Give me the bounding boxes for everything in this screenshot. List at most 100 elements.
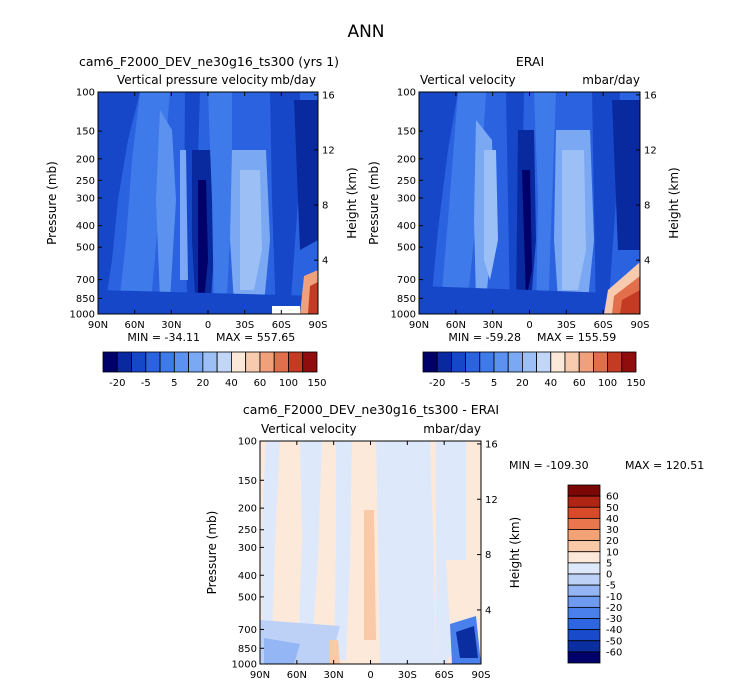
- colorbar-swatch: [567, 573, 601, 586]
- colorbar-swatch: [567, 640, 601, 653]
- colorbar-label: -20: [109, 378, 125, 389]
- height-tick-label: 12: [644, 145, 657, 156]
- x-tick-label: 30N: [324, 670, 344, 681]
- colorbar-label: 150: [626, 378, 645, 389]
- y-tick-label: 850: [397, 294, 416, 305]
- colorbar-swatch: [493, 351, 509, 373]
- colorbar-label: 30: [606, 525, 619, 536]
- colorbar-label: 20: [606, 536, 619, 547]
- y-tick-label: 250: [238, 525, 257, 536]
- y-tick-label: 500: [238, 592, 257, 603]
- panel-diff: cam6_F2000_DEV_ne30g16_ts300 - ERAI Vert…: [243, 402, 704, 665]
- height-tick-label: 8: [322, 201, 328, 212]
- panel-model-title: cam6_F2000_DEV_ne30g16_ts300 (yrs 1): [79, 54, 339, 69]
- colorbar-swatch: [273, 351, 289, 373]
- colorbar-label: 60: [254, 378, 267, 389]
- x-tick-label: 90S: [630, 320, 649, 331]
- colorbar-1: -20 -5 5 20 40 60 100 150: [422, 351, 646, 389]
- y-tick-label: 200: [238, 504, 257, 515]
- panel-diff-left-label: Vertical velocity: [261, 422, 357, 436]
- colorbar-swatch: [607, 351, 623, 373]
- max-label: MAX = 155.59: [537, 331, 616, 344]
- colorbar-label: 5: [491, 378, 497, 389]
- colorbar-swatch: [567, 551, 601, 564]
- colorbar-label: -30: [606, 614, 622, 625]
- colorbar-swatch: [288, 351, 304, 373]
- colorbar-label: 0: [606, 570, 612, 581]
- colorbar-swatch: [567, 629, 601, 642]
- height-tick-label: 16: [485, 439, 498, 450]
- y-tick-label: 700: [397, 275, 416, 286]
- x-tick-label: 30S: [398, 670, 417, 681]
- height-tick-label: 16: [644, 90, 657, 101]
- colorbar-label: 40: [225, 378, 238, 389]
- colorbar-layer: -20 -5 5 20 40 60 100 150 -20 -5 5 20 40 60 100 1506050…: [102, 351, 646, 664]
- colorbar-label: -5: [461, 378, 471, 389]
- colorbar-label: -5: [606, 581, 616, 592]
- panel-2-axes: 90N 60N 30N 0 30S 60S 90S 100 150 200 250 300 400 500…: [205, 437, 522, 682]
- panel-obs: ERAI Vertical velocity mbar/day: [418, 54, 641, 315]
- colorbar-label: 40: [544, 378, 557, 389]
- panel-diff-min: MIN = -109.30: [509, 459, 589, 472]
- colorbar-swatch: [436, 351, 452, 373]
- colorbar-swatch: [567, 484, 601, 497]
- panel-1-axes: 90N 60N 30N 0 30S 60S 90S 100 150 200 250 300 400 500…: [367, 88, 681, 345]
- colorbar-label: 100: [279, 378, 298, 389]
- y-axis-label: Pressure (mb): [205, 511, 219, 595]
- x-tick-label: 90N: [88, 320, 108, 331]
- colorbar-label: -20: [606, 603, 622, 614]
- y-tick-label: 200: [397, 154, 416, 165]
- height-axis-label: Height (km): [345, 167, 359, 238]
- min-label: MIN = -59.28: [448, 331, 521, 344]
- y-tick-label: 850: [76, 294, 95, 305]
- colorbar-swatch: [173, 351, 189, 373]
- y-tick-label: 1000: [70, 310, 95, 321]
- x-tick-label: 30S: [557, 320, 576, 331]
- colorbar-swatch: [567, 540, 601, 553]
- colorbar-label: 100: [598, 378, 617, 389]
- colorbar-0: -20 -5 5 20 40 60 100 150: [102, 351, 327, 389]
- colorbar-swatch: [102, 351, 118, 373]
- colorbar-swatch: [578, 351, 594, 373]
- x-tick-label: 60S: [435, 670, 454, 681]
- colorbar-swatch: [216, 351, 232, 373]
- colorbar-swatch: [567, 529, 601, 542]
- colorbar-swatch: [479, 351, 495, 373]
- panel-obs-field: [419, 92, 640, 314]
- panel-model: cam6_F2000_DEV_ne30g16_ts300 (yrs 1) Ver…: [79, 54, 339, 315]
- x-tick-label: 60S: [594, 320, 613, 331]
- colorbar-swatch: [302, 351, 318, 373]
- height-tick-label: 12: [322, 145, 335, 156]
- y-tick-label: 100: [76, 88, 95, 99]
- y-tick-label: 100: [238, 437, 257, 448]
- x-tick-label: 60S: [272, 320, 291, 331]
- y-tick-label: 700: [238, 625, 257, 636]
- axes-layer: 90N 60N 30N 0 30S 60S 90S100150200250300400500…: [45, 88, 681, 682]
- colorbar-swatch: [536, 351, 552, 373]
- colorbar-label: -10: [606, 592, 622, 603]
- colorbar-label: 5: [606, 558, 612, 569]
- y-axis-label: Pressure (mb): [367, 161, 381, 245]
- y-tick-label: 1000: [232, 660, 257, 671]
- y-tick-label: 700: [76, 275, 95, 286]
- x-tick-label: 30N: [161, 320, 181, 331]
- colorbar-label: -40: [606, 625, 622, 636]
- colorbar-swatch: [567, 618, 601, 631]
- y-tick-label: 250: [397, 176, 416, 187]
- y-tick-label: 150: [397, 127, 416, 138]
- colorbar-swatch: [567, 606, 601, 619]
- colorbar-swatch: [507, 351, 523, 373]
- colorbar-swatch: [422, 351, 438, 373]
- colorbar-swatch: [567, 595, 601, 608]
- panel-diff-field: [260, 441, 481, 664]
- height-tick-label: 16: [322, 90, 335, 101]
- x-tick-label: 60N: [287, 670, 307, 681]
- y-tick-label: 250: [76, 176, 95, 187]
- colorbar-swatch: [145, 351, 161, 373]
- colorbar-swatch: [159, 351, 175, 373]
- y-tick-label: 150: [238, 476, 257, 487]
- height-tick-label: 4: [644, 256, 650, 267]
- y-tick-label: 400: [397, 221, 416, 232]
- height-tick-label: 8: [485, 550, 491, 561]
